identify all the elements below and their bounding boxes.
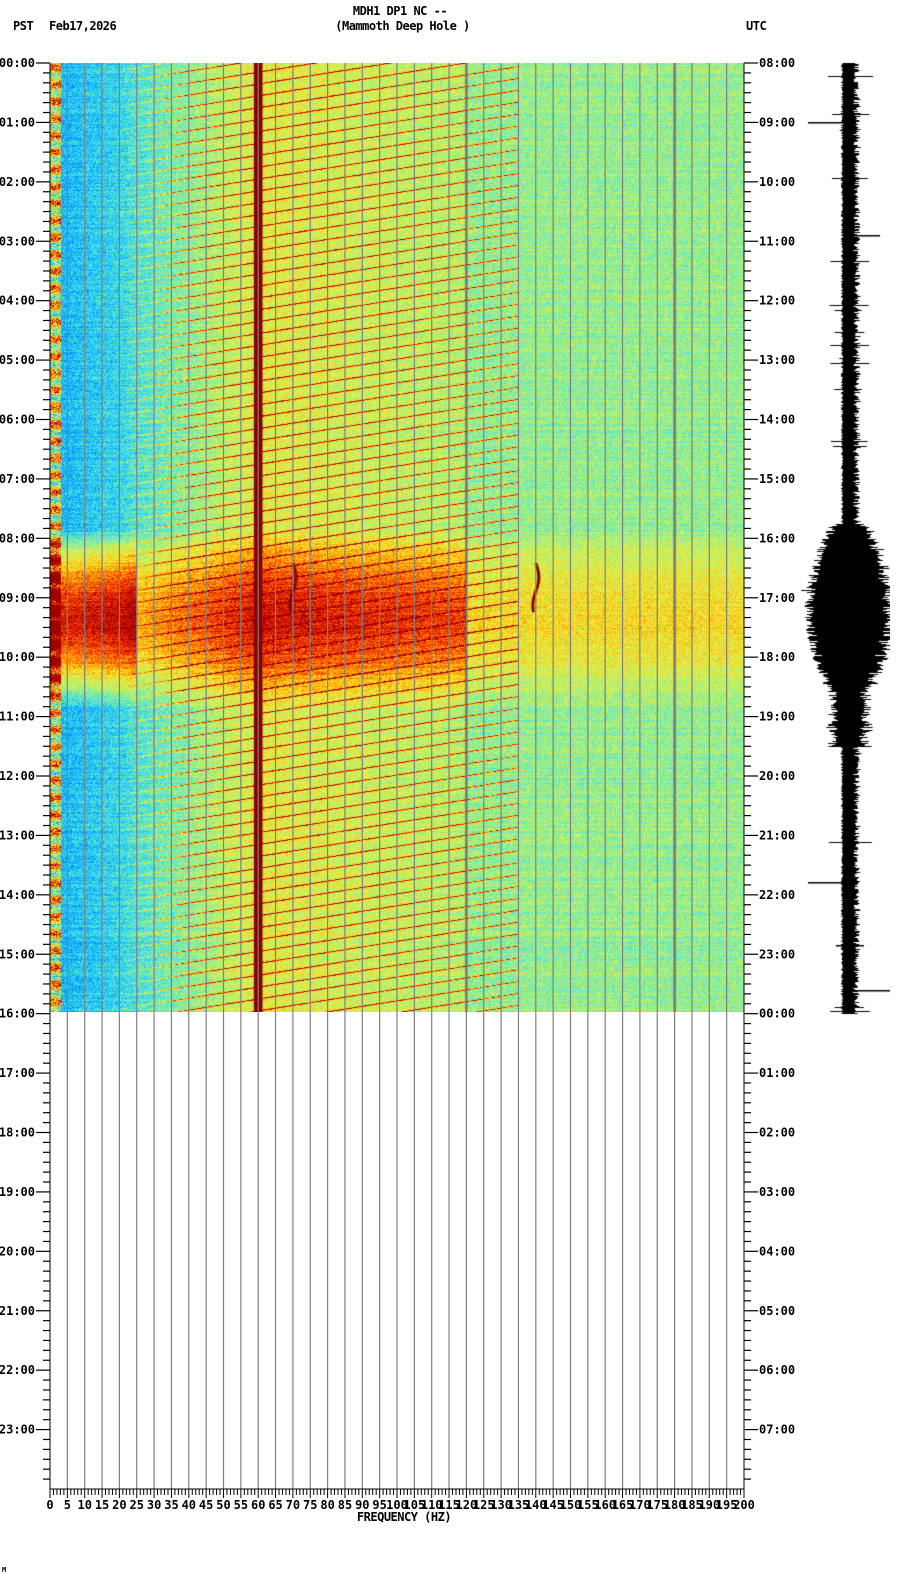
y-tick-label-pst: 07:00 [0,472,35,486]
x-tick-label: 190 [698,1498,720,1512]
y-tick-label-utc: 18:00 [759,650,795,664]
y-tick-label-utc: 06:00 [759,1363,795,1377]
y-tick-label-utc: 20:00 [759,769,795,783]
x-tick-label: 180 [664,1498,686,1512]
y-tick-label-pst: 09:00 [0,591,35,605]
x-tick-label: 155 [577,1498,599,1512]
y-tick-label-utc: 14:00 [759,413,795,427]
x-tick-label: 140 [525,1498,547,1512]
x-tick-label: 40 [182,1498,196,1512]
y-tick-label-utc: 21:00 [759,828,795,842]
y-tick-label-utc: 11:00 [759,234,795,248]
x-tick-label: 20 [112,1498,126,1512]
y-tick-label-utc: 15:00 [759,472,795,486]
y-tick-label-pst: 06:00 [0,413,35,427]
y-tick-label-utc: 03:00 [759,1185,795,1199]
corner-mark: M [2,1566,6,1574]
x-tick-label: 75 [303,1498,317,1512]
x-tick-label: 185 [681,1498,703,1512]
y-tick-label-pst: 21:00 [0,1304,35,1318]
y-tick-label-pst: 18:00 [0,1126,35,1140]
y-tick-label-pst: 15:00 [0,947,35,961]
x-tick-label: 10 [77,1498,91,1512]
date-label: Feb17,2026 [49,19,117,33]
y-tick-label-utc: 07:00 [759,1423,795,1437]
x-tick-label: 100 [386,1498,408,1512]
y-tick-label-utc: 09:00 [759,115,795,129]
right-timezone-label: UTC [746,19,767,33]
y-tick-label-utc: 10:00 [759,175,795,189]
y-tick-label-utc: 08:00 [759,56,795,70]
y-tick-label-pst: 05:00 [0,353,35,367]
y-tick-label-utc: 01:00 [759,1066,795,1080]
x-tick-label: 25 [130,1498,144,1512]
y-tick-label-pst: 20:00 [0,1244,35,1258]
x-tick-label: 165 [612,1498,634,1512]
x-tick-label: 85 [338,1498,352,1512]
x-tick-label: 130 [490,1498,512,1512]
x-tick-label: 0 [46,1498,53,1512]
y-tick-label-utc: 23:00 [759,947,795,961]
x-tick-label: 95 [372,1498,386,1512]
y-tick-label-utc: 05:00 [759,1304,795,1318]
x-tick-label: 30 [147,1498,161,1512]
x-tick-label: 170 [629,1498,651,1512]
x-tick-label: 175 [646,1498,668,1512]
x-tick-label: 115 [438,1498,460,1512]
y-tick-label-pst: 13:00 [0,828,35,842]
y-tick-label-utc: 17:00 [759,591,795,605]
y-tick-label-utc: 19:00 [759,710,795,724]
x-tick-label: 195 [716,1498,738,1512]
x-tick-label: 5 [64,1498,71,1512]
station-title: MDH1 DP1 NC -- [352,4,448,18]
y-tick-label-pst: 23:00 [0,1423,35,1437]
y-tick-label-pst: 16:00 [0,1007,35,1021]
y-tick-label-pst: 11:00 [0,710,35,724]
y-tick-label-pst: 19:00 [0,1185,35,1199]
x-tick-label: 80 [320,1498,334,1512]
x-tick-label: 45 [199,1498,213,1512]
y-tick-label-pst: 03:00 [0,234,35,248]
x-tick-label: 105 [404,1498,426,1512]
x-tick-label: 200 [733,1498,755,1512]
y-tick-label-utc: 04:00 [759,1244,795,1258]
x-tick-label: 125 [473,1498,495,1512]
x-tick-label: 70 [286,1498,300,1512]
x-axis-label: FREQUENCY (HZ) [356,1510,452,1524]
y-tick-label-utc: 13:00 [759,353,795,367]
x-tick-label: 90 [355,1498,369,1512]
y-tick-label-utc: 12:00 [759,294,795,308]
x-tick-label: 110 [421,1498,443,1512]
y-tick-label-utc: 22:00 [759,888,795,902]
y-tick-label-pst: 08:00 [0,531,35,545]
y-tick-label-pst: 00:00 [0,56,35,70]
x-tick-label: 145 [542,1498,564,1512]
y-tick-label-pst: 22:00 [0,1363,35,1377]
seismogram-trace [800,60,890,1015]
x-tick-label: 65 [268,1498,282,1512]
y-tick-label-utc: 02:00 [759,1126,795,1140]
y-tick-label-pst: 14:00 [0,888,35,902]
left-timezone-label: PST [13,19,34,33]
y-tick-label-utc: 16:00 [759,531,795,545]
station-name: (Mammoth Deep Hole ) [335,19,470,33]
x-tick-label: 60 [251,1498,265,1512]
x-tick-label: 120 [456,1498,478,1512]
x-tick-label: 135 [508,1498,530,1512]
y-tick-label-pst: 04:00 [0,294,35,308]
y-tick-label-pst: 17:00 [0,1066,35,1080]
x-tick-label: 50 [216,1498,230,1512]
x-tick-label: 160 [594,1498,616,1512]
y-tick-label-pst: 10:00 [0,650,35,664]
x-tick-label: 15 [95,1498,109,1512]
x-tick-label: 35 [164,1498,178,1512]
y-tick-label-pst: 12:00 [0,769,35,783]
y-tick-label-pst: 01:00 [0,115,35,129]
y-tick-label-pst: 02:00 [0,175,35,189]
y-tick-label-utc: 00:00 [759,1007,795,1021]
x-tick-label: 150 [560,1498,582,1512]
x-tick-label: 55 [234,1498,248,1512]
